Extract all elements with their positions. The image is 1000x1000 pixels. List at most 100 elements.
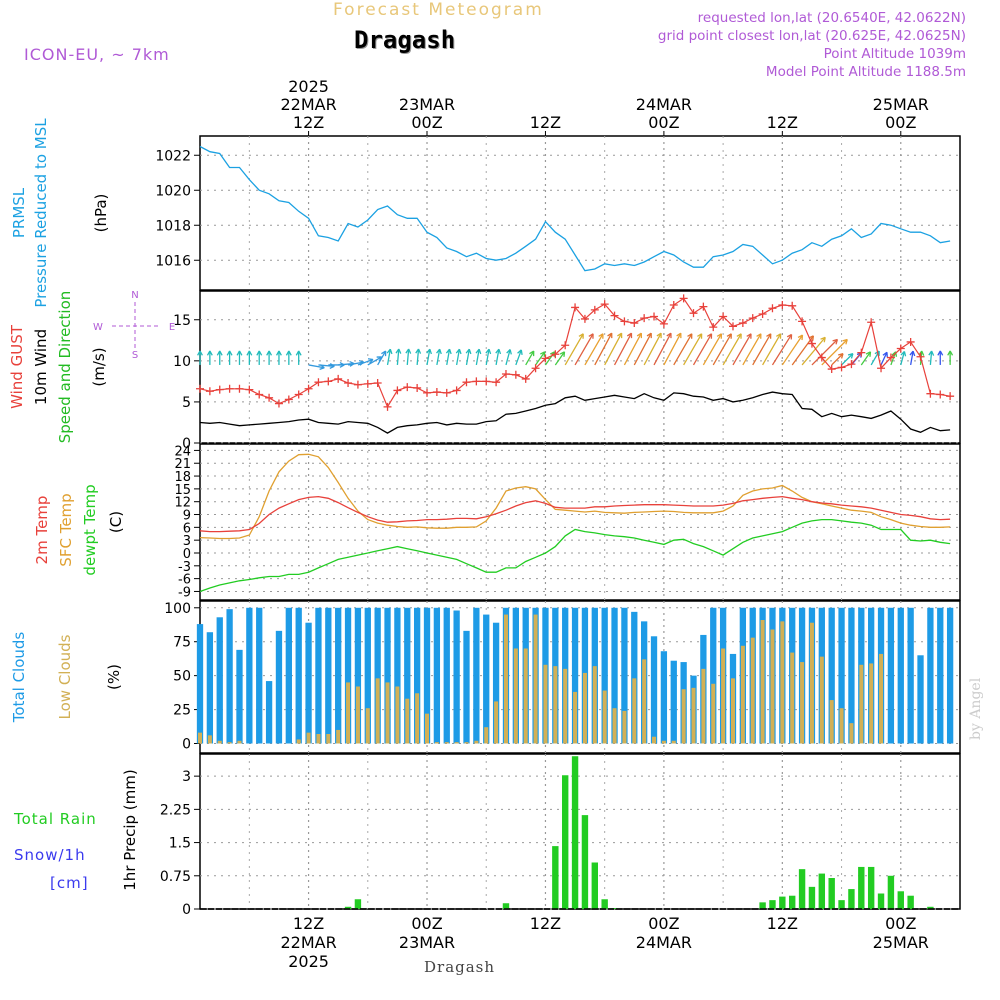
wind-arrow-head [666,332,672,339]
gust-marker [501,369,510,378]
low-cloud-bar [474,740,479,744]
low-cloud-bar [355,686,360,744]
wind-arrow-head [415,348,422,354]
y-tick-label-pressure: 1016 [155,253,191,269]
total-cloud-bar [216,617,223,744]
low-cloud-bar [523,648,528,744]
total-cloud-bar [710,607,717,744]
low-cloud-bar [513,648,518,744]
low-cloud-bar [642,659,647,744]
wind-direction-arrow [929,350,933,366]
grid-coords: grid point closest lon,lat (20.625E, 42.… [657,28,966,44]
panel-frame-wind [199,290,961,444]
low-cloud-bar [484,727,489,744]
total-cloud-bar [196,624,204,744]
bottom-time-label: 22MAR [280,933,336,952]
low-cloud-bar [652,736,657,744]
gust-marker [521,374,530,383]
wind-arrow-head [275,350,282,356]
label-low-clouds: Low Clouds [56,634,74,719]
wind-direction-arrow [396,348,400,366]
wind-arrow-head [766,333,772,339]
top-time-label: 00Z [885,113,916,132]
gust-marker [709,323,718,332]
gust-marker [600,300,609,309]
gust-marker [798,317,807,326]
wind-direction-arrow [663,332,682,366]
wind-arrow-head [395,348,402,354]
label-percent: (%) [105,664,123,690]
wind-direction-arrow [347,361,364,366]
wind-direction-arrow [673,333,693,366]
y-tick-label-temp: 3 [183,534,191,549]
low-cloud-bar [563,668,568,744]
wind-direction-arrow [584,333,604,366]
wind-arrow-head [882,351,888,358]
wind-direction-arrow [722,333,742,366]
rain-bar [808,886,816,909]
gust-marker [867,318,876,327]
total-cloud-bar [206,632,214,744]
gust-marker [926,389,935,398]
gust-marker [669,300,678,309]
low-cloud-bar [612,708,617,744]
wind-direction-arrow [386,349,391,366]
total-cloud-bar [443,607,450,744]
wind-arrow-head [285,350,292,356]
total-cloud-bar [453,610,460,744]
low-cloud-bar [425,713,430,744]
top-time-label: 12Z [530,113,561,132]
label-snow: Snow/1h [14,846,86,864]
wind-arrow-head [626,332,633,339]
total-cloud-bar [285,607,292,744]
wind-arrow-head [726,333,732,339]
wind-speed-line [199,391,951,434]
wind-arrow-head [216,350,223,356]
y-tick-label-clouds: 75 [173,635,191,651]
rain-bar [354,899,362,909]
low-cloud-bar [602,690,607,744]
wind-arrow-head [676,332,682,339]
compass-cross [112,302,158,350]
wind-direction-arrow [446,349,451,366]
total-cloud-bar [413,607,421,744]
total-cloud-bar [384,607,391,744]
wind-direction-arrow [683,333,703,366]
gust-marker [245,385,254,394]
y-tick-label-temp: 0 [183,547,191,562]
wind-direction-arrow [455,349,461,366]
gust-marker [847,360,856,369]
wind-arrow-head [865,351,872,357]
rain-bar [927,906,934,909]
wind-direction-arrow [801,336,826,366]
gust-marker [403,383,412,392]
wind-direction-arrow [643,332,662,366]
wind-arrow-head [838,353,844,359]
gust-marker [728,322,737,331]
total-cloud-bar [897,607,904,744]
total-cloud-bar [621,607,628,744]
gust-marker [442,388,451,397]
y-tick-label-temp: -9 [178,585,191,600]
wind-arrow-head [197,350,203,356]
bottom-time-label: 12Z [293,914,324,933]
y-tick-label-temp: -6 [178,573,191,588]
gust-marker [620,317,629,326]
wind-arrow-head [797,334,804,341]
low-cloud-bar [740,645,745,744]
low-cloud-bar [326,734,331,744]
wind-direction-arrow [633,332,652,366]
label-10m-wind: 10m Wind [32,329,50,405]
gust-marker [778,300,787,309]
low-cloud-bar [346,682,351,744]
sfc-temp-line [199,453,951,540]
wind-arrow-head [475,348,482,355]
gust-marker [344,379,353,388]
wind-direction-arrow [692,333,713,366]
total-cloud-bar [463,630,470,744]
total-cloud-bar [325,607,332,744]
wind-direction-arrow [732,333,752,366]
wind-arrow-head [716,333,723,339]
wind-direction-arrow [515,349,522,366]
gust-marker [452,386,461,395]
